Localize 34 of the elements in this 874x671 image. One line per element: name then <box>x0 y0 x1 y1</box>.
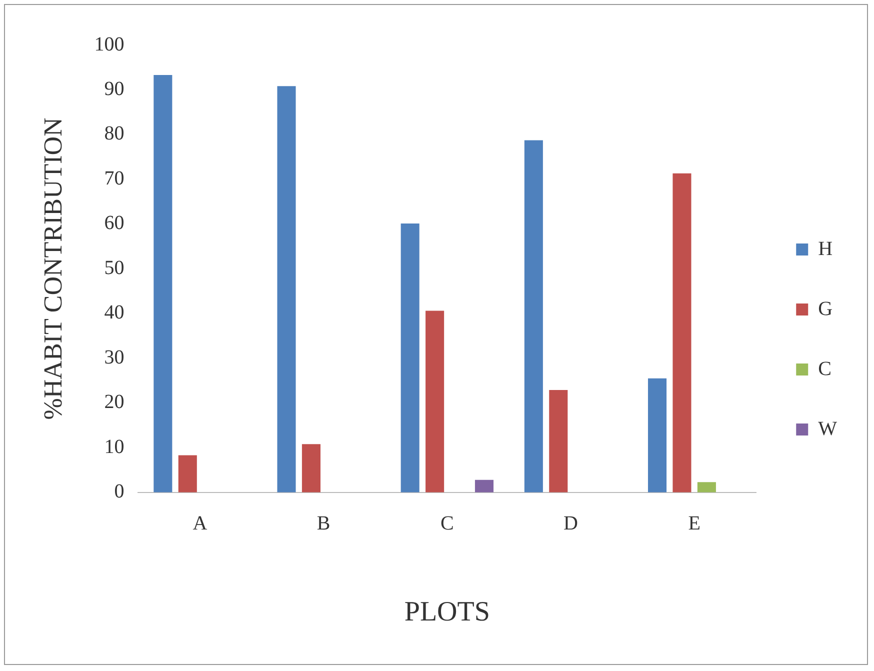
y-tick-label: 40 <box>104 302 124 324</box>
legend-label: G <box>818 298 833 320</box>
legend-label: W <box>818 418 838 440</box>
x-tick-label: A <box>192 512 208 535</box>
bar <box>648 378 667 492</box>
y-tick-label: 10 <box>104 436 124 458</box>
y-tick-label: 80 <box>104 122 124 145</box>
bar <box>697 482 716 492</box>
bar <box>277 86 296 492</box>
bar <box>672 173 692 492</box>
bar <box>524 140 543 492</box>
bar <box>302 444 320 492</box>
bar <box>474 480 494 492</box>
bar <box>154 74 172 492</box>
x-tick-label: B <box>316 512 330 535</box>
y-tick-label: 70 <box>104 167 124 190</box>
x-tick-label: C <box>440 512 454 535</box>
bar <box>426 310 444 492</box>
y-tick-label: 30 <box>104 346 124 368</box>
legend-label: H <box>818 238 833 260</box>
bar <box>549 390 568 492</box>
bar <box>400 224 420 492</box>
y-tick-label: 20 <box>104 391 124 414</box>
y-axis-title: %HABIT CONTRIBUTION <box>38 117 68 420</box>
y-tick-label: 90 <box>104 78 124 100</box>
y-tick-label: 100 <box>94 33 124 56</box>
y-tick-label: 0 <box>114 480 124 503</box>
y-tick-label: 50 <box>104 256 124 279</box>
legend-label: C <box>818 358 832 380</box>
bar <box>178 455 197 492</box>
y-tick-label: 60 <box>104 212 124 234</box>
x-tick-label: D <box>564 512 578 535</box>
x-tick-label: E <box>688 512 700 535</box>
x-axis-title: PLOTS <box>404 596 490 628</box>
